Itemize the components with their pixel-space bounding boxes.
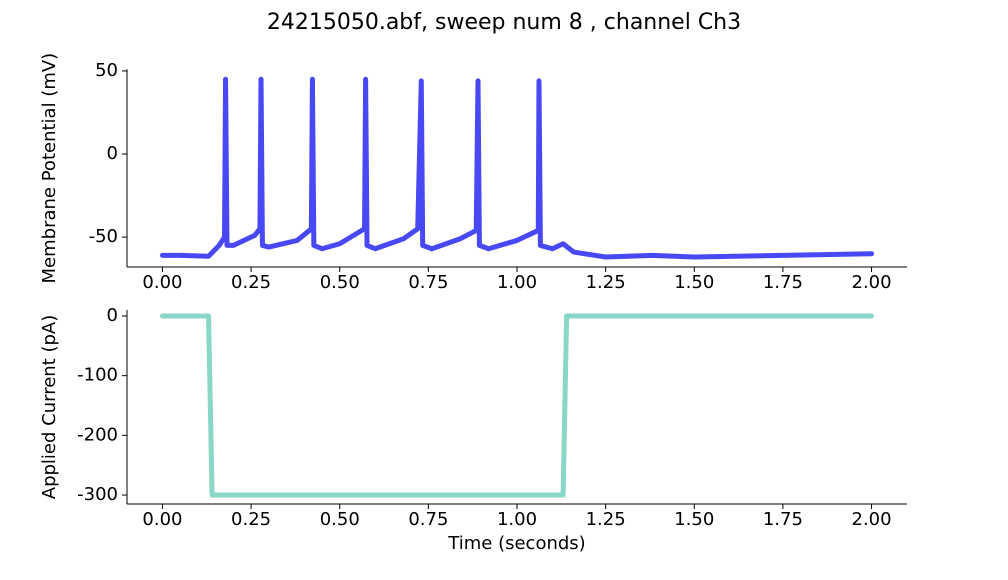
x-tick-label: 2.00 [852,272,892,293]
x-tick-label: 0.75 [408,509,448,530]
y-tick-label: -200 [77,424,118,445]
y-tick-label: -300 [77,484,118,505]
y-tick-label: 0 [107,143,118,164]
x-tick-label: 1.25 [586,272,626,293]
y-tick-label: 50 [95,60,118,81]
x-tick-label: 1.00 [497,272,537,293]
trace [159,313,875,498]
x-tick-label: 1.50 [674,272,714,293]
x-tick-label: 0.50 [320,272,360,293]
x-tick-label: 0.25 [231,509,271,530]
x-tick-label: 1.75 [763,509,803,530]
y-tick-label: 0 [107,305,118,326]
x-tick-label: 2.00 [852,509,892,530]
trace [159,76,875,260]
y-axis-label: Applied Current (pA) [39,315,60,500]
y-axis-label: Membrane Potential (mV) [39,53,60,284]
x-tick-label: 1.50 [674,509,714,530]
x-tick-label: 1.75 [763,272,803,293]
x-tick-label: 0.75 [408,272,448,293]
x-tick-label: 1.00 [497,509,537,530]
figure-title: 24215050.abf, sweep num 8 , channel Ch3 [267,10,741,35]
x-tick-label: 0.50 [320,509,360,530]
x-axis-label: Time (seconds) [447,533,585,554]
x-tick-label: 1.25 [586,509,626,530]
y-tick-label: -50 [89,226,118,247]
x-tick-label: 0.00 [142,272,182,293]
x-tick-label: 0.00 [142,509,182,530]
y-tick-label: -100 [77,365,118,386]
x-tick-label: 0.25 [231,272,271,293]
